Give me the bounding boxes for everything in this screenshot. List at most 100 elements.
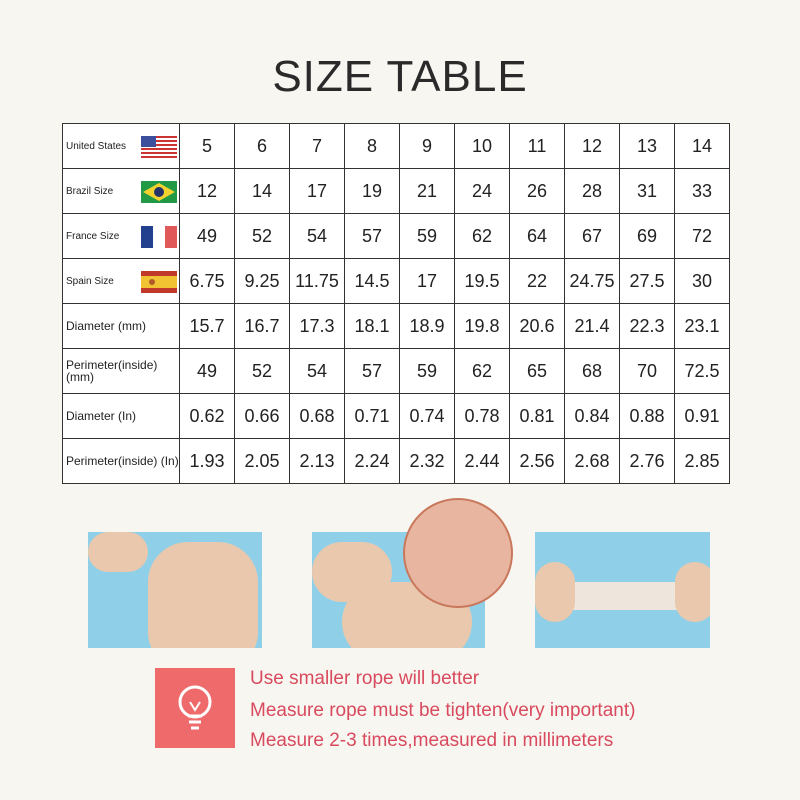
- size-value-cell: 19: [344, 168, 400, 214]
- size-value-cell: 1.93: [179, 438, 235, 484]
- lightbulb-icon: [155, 668, 235, 748]
- size-value-cell: 12: [564, 123, 620, 169]
- size-value-cell: 67: [564, 213, 620, 259]
- size-value-cell: 57: [344, 348, 400, 394]
- size-value-cell: 70: [619, 348, 675, 394]
- row-label-cell: United States: [62, 123, 180, 169]
- size-value-cell: 0.84: [564, 393, 620, 439]
- size-table: United States 5 6 7 8 9 10 11 12 13 14 Brazil Size 1…: [62, 123, 730, 484]
- size-value-cell: 0.74: [399, 393, 455, 439]
- size-value-cell: 9: [399, 123, 455, 169]
- table-row: Perimeter(inside) (mm) 49 52 54 57 59 62 65 68 70…: [62, 348, 730, 394]
- size-value-cell: 59: [399, 348, 455, 394]
- brazil-flag-icon: [141, 181, 177, 203]
- measure-detail-inset: [403, 498, 513, 608]
- row-label-cell: Diameter (mm): [62, 303, 180, 349]
- row-label: Spain Size: [66, 276, 114, 287]
- size-value-cell: 17.3: [289, 303, 345, 349]
- size-value-cell: 2.05: [234, 438, 290, 484]
- size-value-cell: 54: [289, 348, 345, 394]
- size-value-cell: 11: [509, 123, 565, 169]
- measure-step-3-photo: [535, 532, 710, 648]
- size-value-cell: 13: [619, 123, 675, 169]
- size-value-cell: 14: [674, 123, 730, 169]
- size-value-cell: 19.5: [454, 258, 510, 304]
- tip-line: Use smaller rope will better: [250, 668, 480, 689]
- size-value-cell: 11.75: [289, 258, 345, 304]
- size-value-cell: 15.7: [179, 303, 235, 349]
- size-value-cell: 0.91: [674, 393, 730, 439]
- size-value-cell: 52: [234, 348, 290, 394]
- size-value-cell: 7: [289, 123, 345, 169]
- size-value-cell: 2.32: [399, 438, 455, 484]
- size-value-cell: 9.25: [234, 258, 290, 304]
- size-value-cell: 30: [674, 258, 730, 304]
- size-value-cell: 6.75: [179, 258, 235, 304]
- size-value-cell: 26: [509, 168, 565, 214]
- table-row: Perimeter(inside) (In) 1.93 2.05 2.13 2.24 2.…: [62, 438, 730, 484]
- size-value-cell: 57: [344, 213, 400, 259]
- size-value-cell: 17: [289, 168, 345, 214]
- size-value-cell: 54: [289, 213, 345, 259]
- size-value-cell: 0.88: [619, 393, 675, 439]
- size-value-cell: 31: [619, 168, 675, 214]
- size-value-cell: 8: [344, 123, 400, 169]
- row-label: United States: [66, 141, 127, 152]
- size-value-cell: 33: [674, 168, 730, 214]
- size-value-cell: 2.44: [454, 438, 510, 484]
- size-value-cell: 14.5: [344, 258, 400, 304]
- size-value-cell: 62: [454, 348, 510, 394]
- tip-line: Measure 2-3 times,measured in millimeter…: [250, 730, 614, 751]
- size-value-cell: 2.13: [289, 438, 345, 484]
- size-value-cell: 52: [234, 213, 290, 259]
- size-value-cell: 21.4: [564, 303, 620, 349]
- size-value-cell: 2.76: [619, 438, 675, 484]
- size-value-cell: 59: [399, 213, 455, 259]
- size-value-cell: 2.56: [509, 438, 565, 484]
- size-value-cell: 10: [454, 123, 510, 169]
- size-value-cell: 49: [179, 348, 235, 394]
- size-value-cell: 0.66: [234, 393, 290, 439]
- size-value-cell: 27.5: [619, 258, 675, 304]
- row-label-cell: Brazil Size: [62, 168, 180, 214]
- row-label-cell: Diameter (In): [62, 393, 180, 439]
- size-value-cell: 2.24: [344, 438, 400, 484]
- table-row: France Size 49 52 54 57 59 62 64 67 69 72: [62, 213, 730, 259]
- size-value-cell: 20.6: [509, 303, 565, 349]
- size-value-cell: 17: [399, 258, 455, 304]
- size-value-cell: 0.68: [289, 393, 345, 439]
- measure-step-1-photo: [88, 532, 262, 648]
- size-value-cell: 28: [564, 168, 620, 214]
- table-row: Diameter (mm) 15.7 16.7 17.3 18.1 18.9 19.8 20.…: [62, 303, 730, 349]
- row-label-cell: Perimeter(inside) (mm): [62, 348, 180, 394]
- size-value-cell: 0.78: [454, 393, 510, 439]
- size-value-cell: 24: [454, 168, 510, 214]
- ruler: [560, 582, 690, 610]
- us-flag-icon: [141, 136, 177, 158]
- size-value-cell: 0.71: [344, 393, 400, 439]
- size-value-cell: 18.9: [399, 303, 455, 349]
- size-value-cell: 2.85: [674, 438, 730, 484]
- table-row: Brazil Size 12 14 17 19 21 24 26 28 31 33: [62, 168, 730, 214]
- size-value-cell: 6: [234, 123, 290, 169]
- table-row: Spain Size 6.75 9.25 11.75 14.5 17 19.5 22 24.75…: [62, 258, 730, 304]
- size-value-cell: 0.62: [179, 393, 235, 439]
- row-label: Perimeter(inside) (In): [66, 454, 179, 468]
- size-value-cell: 0.81: [509, 393, 565, 439]
- size-value-cell: 64: [509, 213, 565, 259]
- page-title: SIZE TABLE: [272, 52, 528, 101]
- row-label: Diameter (mm): [66, 319, 146, 333]
- size-value-cell: 19.8: [454, 303, 510, 349]
- size-value-cell: 22.3: [619, 303, 675, 349]
- size-value-cell: 2.68: [564, 438, 620, 484]
- table-row: United States 5 6 7 8 9 10 11 12 13 14: [62, 123, 730, 169]
- size-value-cell: 69: [619, 213, 675, 259]
- size-value-cell: 68: [564, 348, 620, 394]
- row-label-cell: France Size: [62, 213, 180, 259]
- size-value-cell: 72: [674, 213, 730, 259]
- size-value-cell: 14: [234, 168, 290, 214]
- size-value-cell: 24.75: [564, 258, 620, 304]
- france-flag-icon: [141, 226, 177, 248]
- row-label: Brazil Size: [66, 186, 114, 197]
- size-value-cell: 23.1: [674, 303, 730, 349]
